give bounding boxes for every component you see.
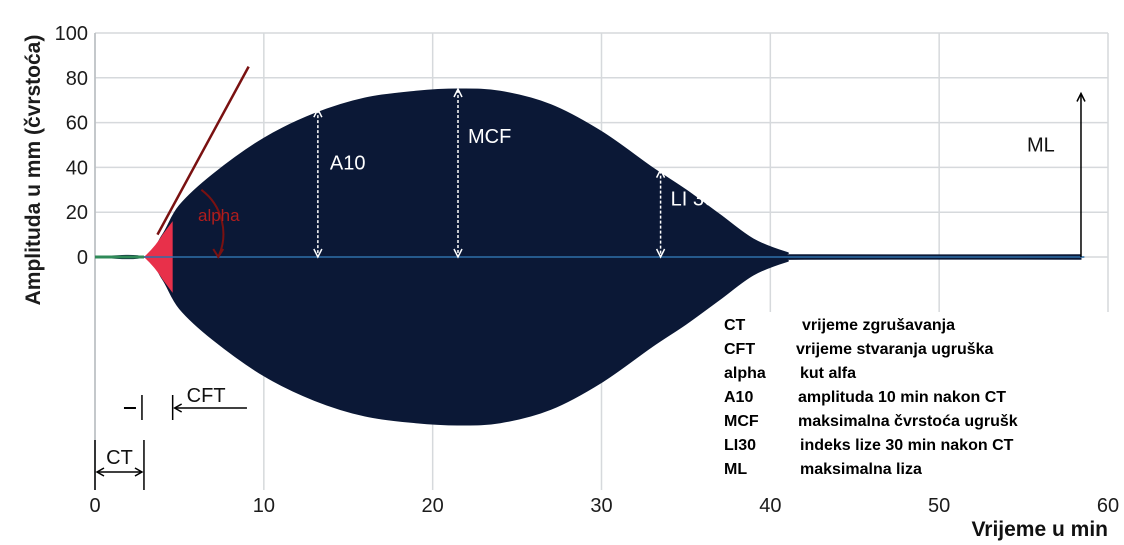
ct-bracket-head-left bbox=[95, 467, 105, 477]
plot-area: alpha A10 MCF LI 30 ML CT CFT bbox=[94, 66, 1086, 490]
legend-desc-1: vrijeme stvaranja ugruška bbox=[796, 341, 994, 358]
x-axis-title: Vrijeme u min bbox=[971, 518, 1108, 541]
legend: CT vrijeme zgrušavanja CFT vrijeme stvaranj… bbox=[718, 312, 1110, 496]
li30-arrow bbox=[655, 167, 666, 259]
x-tick-label-4: 40 bbox=[759, 495, 781, 517]
alpha-tangent-line bbox=[156, 66, 250, 236]
a10-label: A10 bbox=[330, 153, 366, 175]
y-tick-label-2: 40 bbox=[66, 157, 88, 179]
legend-abbr-0: CT bbox=[724, 317, 746, 334]
alpha-arc-arrowhead bbox=[212, 248, 225, 259]
cft-bracket-head bbox=[173, 403, 183, 413]
ml-arrow-head bbox=[1076, 91, 1086, 102]
legend-abbr-5: LI30 bbox=[724, 437, 756, 454]
y-tick-label-4: 80 bbox=[66, 68, 88, 90]
legend-background bbox=[718, 312, 1110, 496]
mcf-arrow-head-top bbox=[453, 87, 463, 98]
legend-abbr-1: CFT bbox=[724, 341, 755, 358]
a10-arrow-head-bottom bbox=[313, 248, 323, 259]
x-tick-label-0: 0 bbox=[89, 495, 100, 517]
li30-arrow-head-top bbox=[655, 167, 666, 178]
y-tick-label-0: 0 bbox=[77, 247, 88, 269]
y-tick-label-3: 60 bbox=[66, 113, 88, 135]
legend-desc-4: maksimalna čvrstoća ugrušk bbox=[798, 413, 1018, 430]
y-tick-labels: 0 20 40 60 80 100 bbox=[55, 23, 88, 269]
ct-bracket-head-right bbox=[134, 467, 144, 477]
legend-desc-5: indeks lize 30 min nakon CT bbox=[800, 437, 1014, 454]
legend-abbr-2: alpha bbox=[724, 365, 766, 382]
alpha-arc bbox=[200, 189, 225, 258]
x-tick-label-3: 30 bbox=[590, 495, 612, 517]
li30-label: LI 30 bbox=[671, 188, 715, 210]
mcf-label: MCF bbox=[468, 126, 511, 148]
a10-arrow-head-top bbox=[313, 107, 323, 118]
x-tick-label-5: 50 bbox=[928, 495, 950, 517]
mcf-arrow bbox=[453, 87, 463, 259]
x-tick-label-6: 60 bbox=[1097, 495, 1119, 517]
x-tick-labels: 0 10 20 30 40 50 60 bbox=[89, 495, 1119, 517]
alpha-label: alpha bbox=[198, 206, 240, 225]
cft-label: CFT bbox=[187, 385, 226, 407]
x-tick-label-1: 10 bbox=[253, 495, 275, 517]
legend-desc-2: kut alfa bbox=[800, 365, 856, 382]
x-tick-label-2: 20 bbox=[422, 495, 444, 517]
y-axis-title: Amplituda u mm (čvrstoća) bbox=[22, 35, 45, 306]
li30-arrow-head-bottom bbox=[655, 248, 666, 259]
a10-arrow bbox=[313, 107, 323, 259]
ml-label: ML bbox=[1027, 135, 1055, 157]
legend-desc-3: amplituda 10 min nakon CT bbox=[798, 389, 1006, 406]
legend-desc-6: maksimalna liza bbox=[800, 461, 922, 478]
mcf-arrow-head-bottom bbox=[453, 248, 463, 259]
legend-desc-0: vrijeme zgrušavanja bbox=[802, 317, 955, 334]
legend-abbr-3: A10 bbox=[724, 389, 753, 406]
y-tick-label-5: 100 bbox=[55, 23, 88, 45]
legend-abbr-4: MCF bbox=[724, 413, 759, 430]
y-tick-label-1: 20 bbox=[66, 202, 88, 224]
ct-label: CT bbox=[106, 447, 133, 469]
legend-abbr-6: ML bbox=[724, 461, 747, 478]
